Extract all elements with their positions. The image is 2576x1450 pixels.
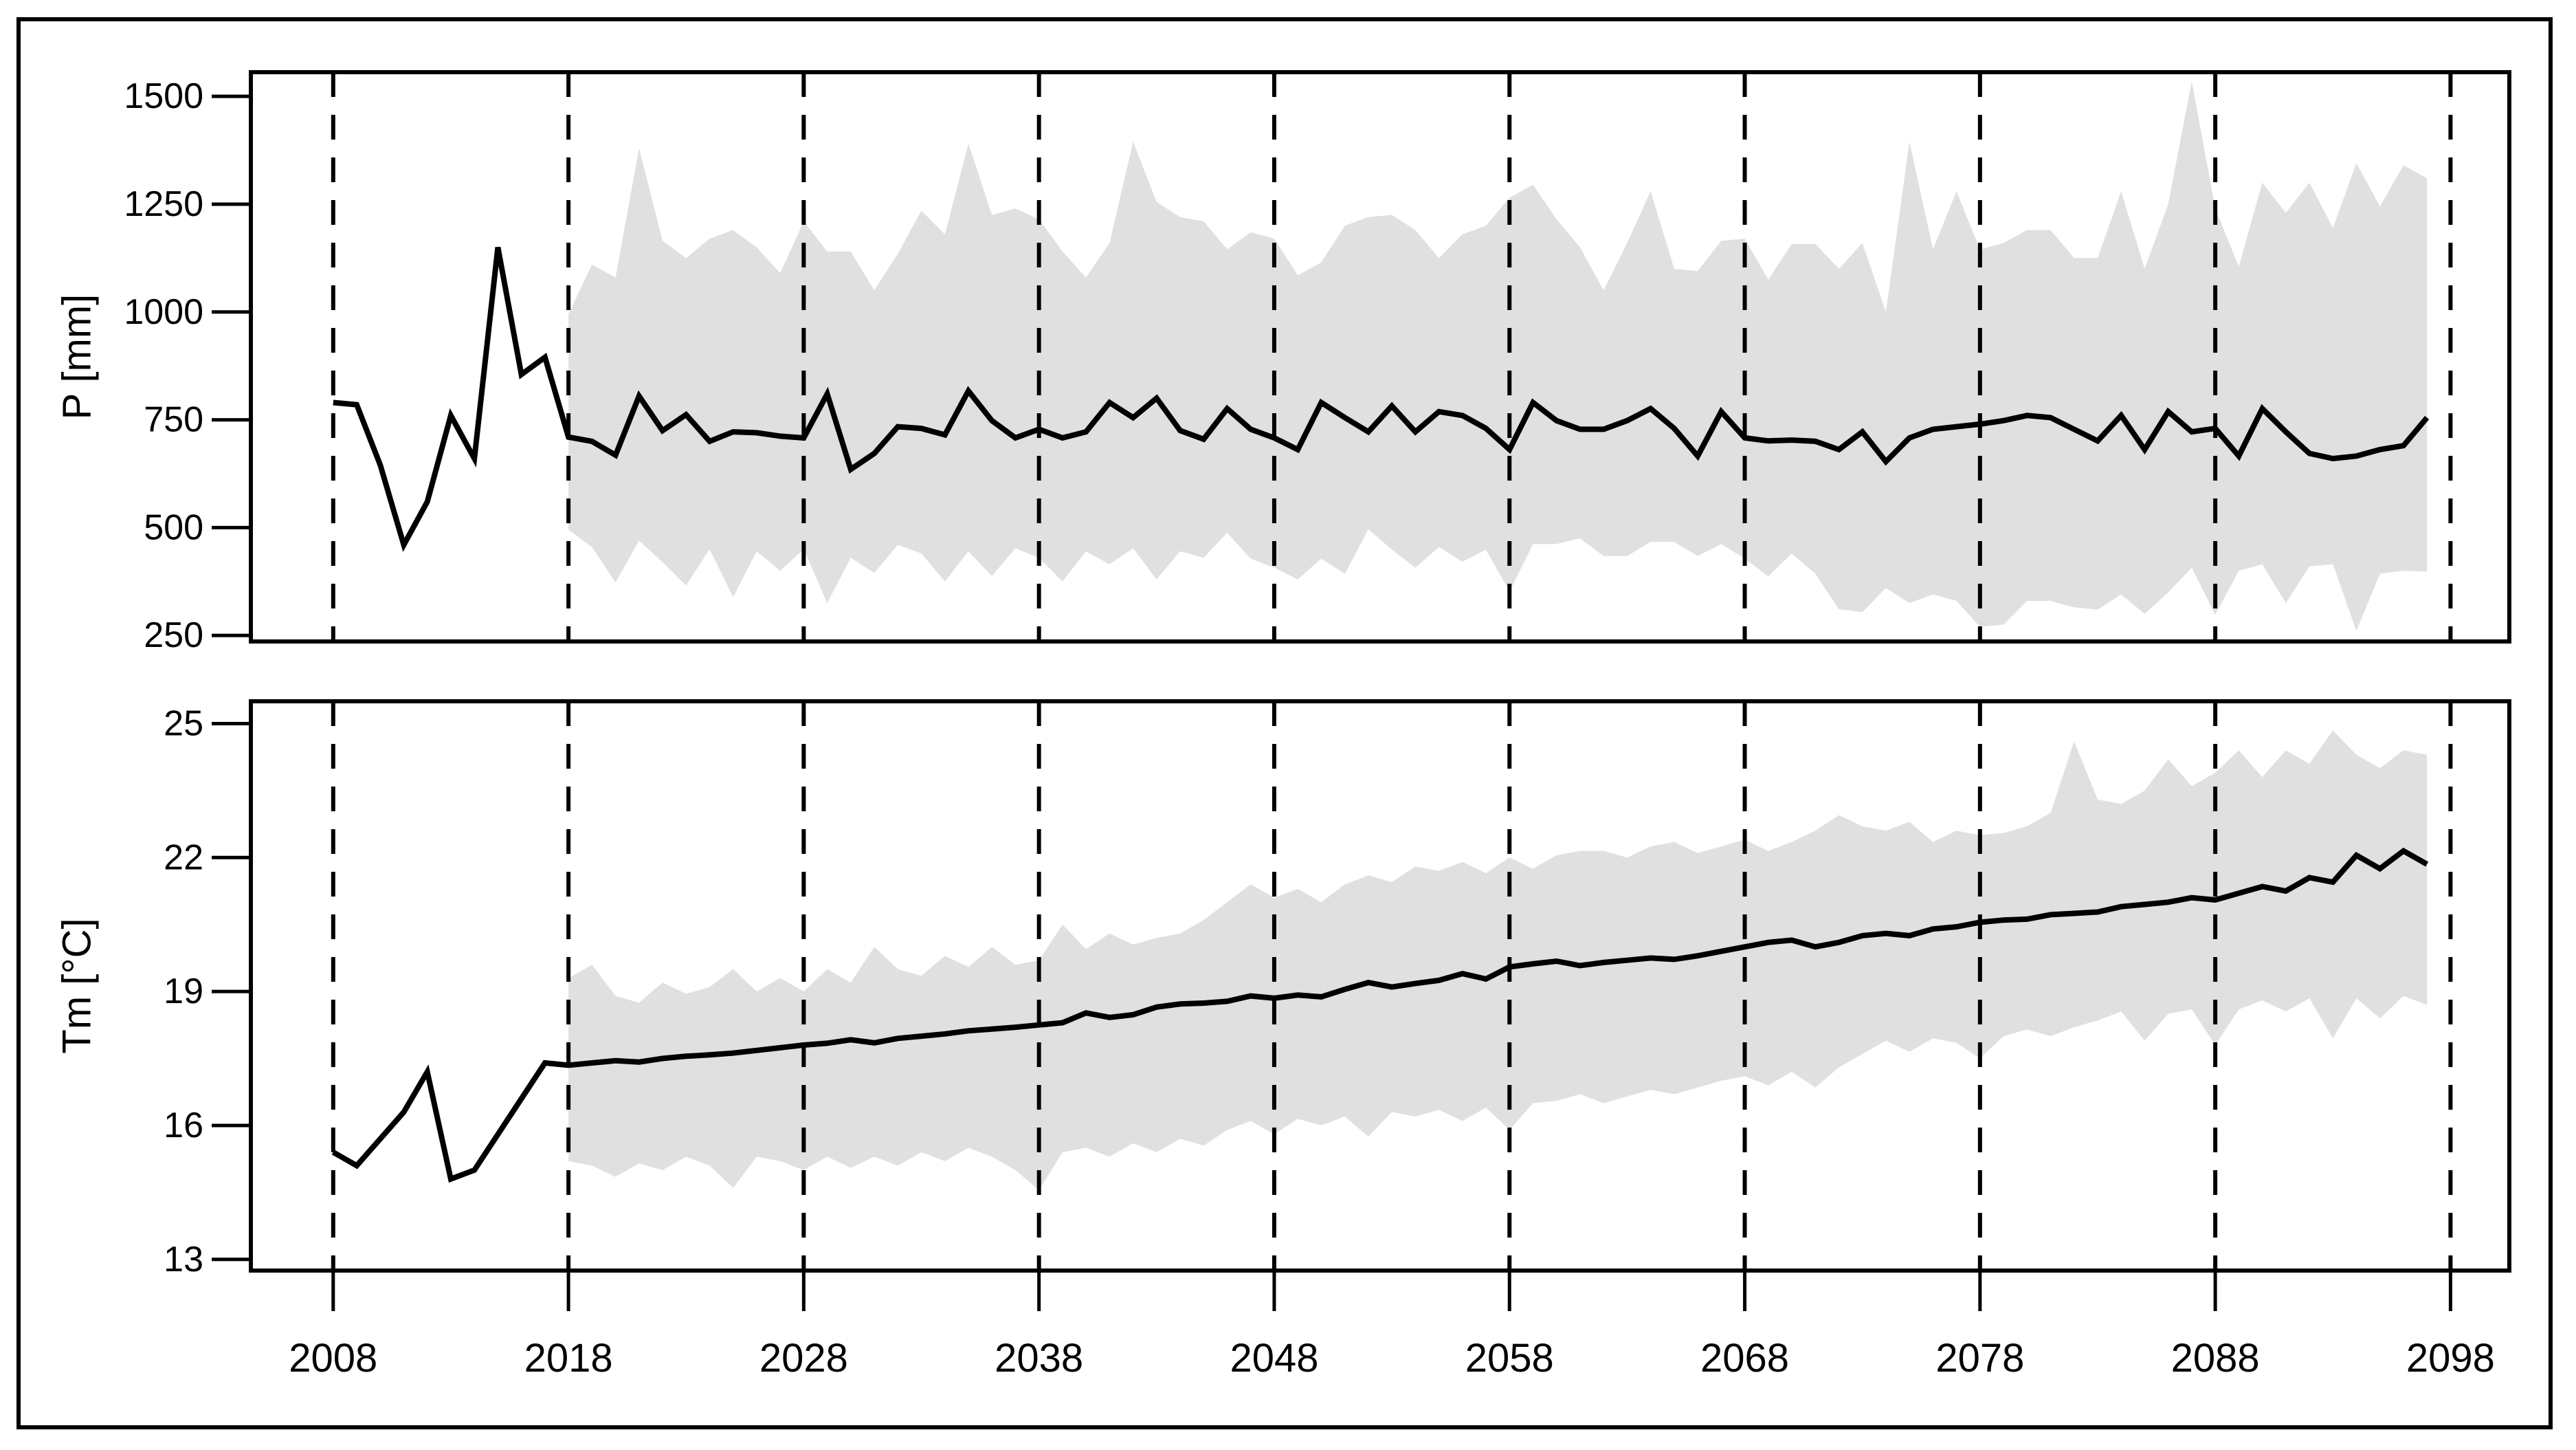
precipitation-axis-title: P [mm]: [55, 294, 100, 420]
y-tick-label-19: 19: [164, 971, 203, 1011]
precipitation-uncertainty-band: [568, 81, 2428, 631]
x-tick-label-2068: 2068: [1700, 1336, 1789, 1381]
mean_temperature-uncertainty-band: [568, 730, 2428, 1191]
y-tick-label-16: 16: [164, 1106, 203, 1145]
mean_temperature-mean-line: [331, 847, 2429, 1183]
x-tick-label-2088: 2088: [2171, 1336, 2260, 1381]
panel-precipitation: 250 500 750 1000 1250 1500 P [mm]: [55, 70, 2511, 655]
y-tick-label-22: 22: [164, 837, 203, 877]
y-tick-label-25: 25: [164, 703, 203, 743]
figure-border: [16, 17, 2553, 1429]
x-tick-label-2058: 2058: [1465, 1336, 1554, 1381]
x-tick-label-2078: 2078: [1935, 1336, 2024, 1381]
y-tick-label-13: 13: [164, 1240, 203, 1279]
y-tick-label-1250: 1250: [124, 184, 203, 224]
mean_temperature-axis-title: Tm [°C]: [55, 918, 100, 1053]
x-tick-label-2048: 2048: [1230, 1336, 1318, 1381]
x-tick-label-2008: 2008: [289, 1336, 377, 1381]
mean_temperature-panel-border: [249, 699, 2511, 1273]
y-tick-label-1500: 1500: [124, 76, 203, 116]
y-tick-label-500: 500: [144, 507, 203, 547]
precipitation-mean-line: [333, 246, 2430, 552]
x-tick-label-2038: 2038: [995, 1336, 1083, 1381]
x-tick-label-2098: 2098: [2406, 1336, 2495, 1381]
precipitation-panel-border: [249, 70, 2511, 644]
y-tick-label-250: 250: [144, 615, 203, 655]
y-tick-label-1000: 1000: [124, 292, 203, 332]
y-tick-label-750: 750: [144, 400, 203, 440]
x-tick-label-2018: 2018: [524, 1336, 613, 1381]
panel-mean_temperature: 13 16 19 22 25 Tm [°C] 2008 2018 2028 2038 2048 205…: [55, 699, 2511, 1381]
x-tick-label-2028: 2028: [759, 1336, 848, 1381]
